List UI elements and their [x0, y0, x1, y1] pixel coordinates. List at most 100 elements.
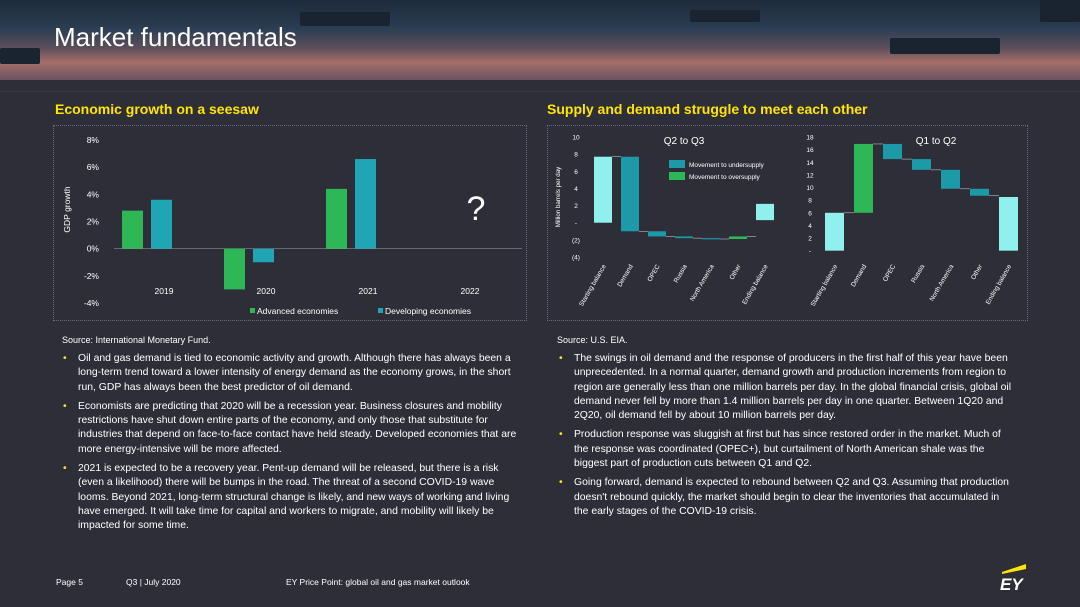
legend-label: Developing economies	[385, 306, 471, 316]
legend-label: Movement to undersupply	[689, 162, 765, 169]
bar-advanced-economies	[224, 248, 245, 290]
ship-image	[890, 38, 1000, 54]
y-tick-label: 4	[808, 223, 812, 230]
page-number: Page 5	[56, 577, 83, 587]
x-tick-label: Other	[970, 263, 985, 281]
x-tick-label: Starting balance	[578, 263, 608, 308]
ship-image	[1040, 0, 1080, 22]
document-title: EY Price Point: global oil and gas marke…	[286, 577, 470, 587]
x-tick-label: Ending balance	[741, 263, 770, 306]
y-tick-label: -	[575, 220, 577, 227]
right-section-heading: Supply and demand struggle to meet each …	[547, 101, 868, 117]
list-item: Production response was sluggish at firs…	[554, 428, 1014, 471]
list-item: The swings in oil demand and the respons…	[554, 352, 1014, 423]
right-bullet-list: The swings in oil demand and the respons…	[554, 352, 1014, 524]
legend-label: Movement to oversupply	[689, 174, 761, 181]
supply-demand-charts: 10 8 6 4 2 - (2) (4) Million barrels per day Q2 t…	[555, 135, 1018, 308]
x-tick-label: North America	[929, 263, 956, 302]
y-tick-label: 8%	[87, 135, 100, 145]
x-tick-label: Ending balance	[985, 263, 1014, 306]
waterfall-bar	[883, 143, 902, 160]
y-tick-label: 16	[806, 147, 814, 154]
y-tick-label: 2	[808, 236, 812, 243]
y-tick-label: 18	[806, 135, 814, 142]
x-tick-label: Russia	[673, 263, 689, 284]
waterfall-bar	[594, 156, 612, 223]
x-tick-label: 2022	[461, 286, 480, 296]
ship-image	[0, 48, 40, 64]
y-tick-label: -2%	[84, 271, 100, 281]
waterfall-bar	[825, 212, 844, 251]
chart-title: Q1 to Q2	[916, 136, 957, 147]
gdp-chart-panel: 8% 6% 4% 2% 0% -2% -4% GDP growth 2019 2020 2021 20…	[53, 125, 527, 321]
y-axis-label: Million barrels per day	[555, 166, 562, 227]
x-tick-label: OPEC	[646, 263, 661, 283]
legend-swatch	[669, 172, 685, 180]
legend-swatch	[669, 160, 685, 168]
ey-logo-icon: EY	[1000, 564, 1026, 594]
y-axis-label: GDP growth	[62, 186, 72, 232]
list-item: Going forward, demand is expected to reb…	[554, 476, 1014, 519]
question-mark-annotation: ?	[467, 190, 486, 228]
list-item: 2021 is expected to be a recovery year. …	[58, 462, 526, 533]
x-tick-label: North America	[689, 263, 716, 302]
waterfall-bar	[756, 203, 774, 221]
hero-banner: Market fundamentals	[0, 0, 1080, 80]
left-bullet-list: Oil and gas demand is tied to economic a…	[58, 352, 526, 539]
bar-developing-economies	[355, 159, 376, 249]
svg-text:EY: EY	[1000, 575, 1024, 592]
waterfall-bar	[854, 143, 873, 213]
waterfall-bar	[702, 238, 720, 240]
legend-label: Advanced economies	[257, 306, 338, 316]
divider	[0, 91, 1080, 92]
y-tick-label: 10	[806, 185, 814, 192]
left-source: Source: International Monetary Fund.	[62, 335, 211, 345]
x-tick-label: OPEC	[882, 263, 897, 283]
waterfall-bar	[621, 156, 639, 232]
waterfall-bar	[970, 188, 989, 196]
page-title: Market fundamentals	[54, 22, 297, 52]
list-item: Oil and gas demand is tied to economic a…	[58, 352, 526, 395]
y-tick-label: 12	[806, 172, 814, 179]
x-tick-label: 2020	[257, 286, 276, 296]
bar-developing-economies	[253, 248, 274, 263]
y-tick-label: 10	[572, 135, 580, 142]
waterfall-bar	[675, 236, 693, 239]
y-tick-label: -	[809, 248, 811, 255]
list-item: Economists are predicting that 2020 will…	[58, 400, 526, 457]
y-tick-label: (4)	[572, 255, 580, 262]
y-tick-label: 4%	[87, 189, 100, 199]
waterfall-bar	[729, 236, 747, 239]
ey-logo: EY	[996, 562, 1028, 594]
x-tick-label: Other	[729, 263, 744, 281]
legend-swatch	[378, 308, 383, 313]
x-tick-label: 2021	[359, 286, 378, 296]
x-tick-label: Russia	[910, 263, 926, 284]
y-tick-label: -4%	[84, 298, 100, 308]
y-tick-label: 14	[806, 160, 814, 167]
x-tick-label: 2019	[155, 286, 174, 296]
legend-swatch	[250, 308, 255, 313]
waterfall-bar	[648, 231, 666, 237]
y-tick-label: 0%	[87, 244, 100, 254]
y-tick-label: 6	[574, 169, 578, 176]
waterfall-bar	[912, 159, 931, 170]
right-source: Source: U.S. EIA.	[557, 335, 628, 345]
chart-title: Q2 to Q3	[664, 136, 705, 147]
y-tick-label: 6	[808, 210, 812, 217]
waterfall-bar	[941, 169, 960, 189]
bar-developing-economies	[151, 199, 172, 249]
ship-image	[690, 10, 760, 22]
bar-advanced-economies	[122, 210, 143, 249]
x-tick-label: Starting balance	[810, 263, 840, 308]
gdp-growth-chart: 8% 6% 4% 2% 0% -2% -4% GDP growth 2019 2020 2021 20…	[62, 135, 522, 316]
y-tick-label: 4	[574, 186, 578, 193]
x-tick-label: Demand	[616, 263, 635, 288]
report-date: Q3 | July 2020	[126, 577, 181, 587]
y-tick-label: 6%	[87, 162, 100, 172]
x-tick-label: Demand	[850, 263, 869, 288]
y-tick-label: 2	[574, 203, 578, 210]
y-tick-label: 2%	[87, 217, 100, 227]
y-tick-label: 8	[574, 152, 578, 159]
supply-demand-panel: 10 8 6 4 2 - (2) (4) Million barrels per day Q2 t…	[547, 125, 1028, 321]
